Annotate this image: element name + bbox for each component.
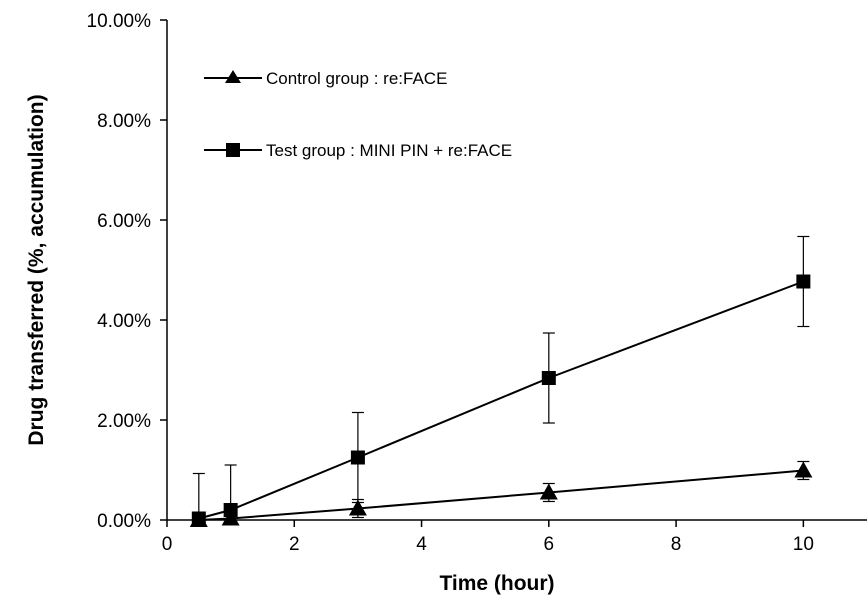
x-axis-title: Time (hour) (439, 572, 554, 595)
legend-entry-test: Test group : MINI PIN + re:FACE (204, 141, 512, 160)
x-tick-label: 6 (544, 534, 555, 555)
y-tick-label: 0.00% (97, 511, 151, 532)
series-line-control (198, 469, 804, 521)
x-tick-label: 8 (671, 534, 682, 555)
data-point-test (223, 503, 238, 517)
x-tick-label: 0 (162, 534, 173, 555)
legend-triangle-marker-icon (225, 70, 241, 83)
y-tick-label: 10.00% (87, 11, 152, 32)
legend-label-control: Control group : re:FACE (266, 69, 447, 88)
data-point-test (191, 511, 206, 526)
y-tick-label: 6.00% (97, 211, 151, 232)
x-tick-label: 10 (793, 534, 814, 555)
data-point-test (350, 450, 365, 465)
data-point-test (541, 371, 556, 385)
y-tick-label: 8.00% (97, 111, 151, 132)
data-point-control (348, 499, 367, 516)
data-point-control (221, 509, 240, 526)
data-point-control (794, 461, 813, 478)
y-tick-label: 2.00% (97, 411, 151, 432)
x-tick-label: 2 (289, 534, 300, 555)
data-point-test (796, 274, 811, 289)
legend: Control group : re:FACE Test group : MIN… (204, 69, 512, 160)
axis-ticks: 0.00% 2.00% 4.00% 6.00% 8.00% 10.00% 0 2 4 6 8 10 (87, 11, 814, 555)
legend-label-test: Test group : MINI PIN + re:FACE (266, 141, 512, 160)
y-tick-label: 4.00% (97, 311, 151, 332)
legend-entry-control: Control group : re:FACE (204, 69, 447, 88)
data-point-control (539, 483, 558, 500)
x-tick-label: 4 (416, 534, 427, 555)
y-axis-title: Drug transferred (%, accumulation) (25, 94, 48, 445)
series-line-test (198, 280, 804, 520)
legend-square-marker-icon (226, 143, 240, 157)
series-markers (189, 274, 813, 527)
series-lines (198, 280, 804, 521)
